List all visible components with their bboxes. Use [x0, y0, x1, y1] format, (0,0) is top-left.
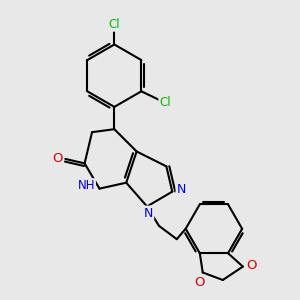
Text: O: O: [194, 275, 205, 289]
Text: O: O: [52, 152, 63, 165]
Text: N: N: [176, 183, 186, 196]
Text: Cl: Cl: [159, 96, 171, 109]
Text: NH: NH: [77, 179, 95, 192]
Text: N: N: [144, 206, 153, 220]
Text: O: O: [246, 260, 256, 272]
Text: Cl: Cl: [109, 18, 120, 31]
